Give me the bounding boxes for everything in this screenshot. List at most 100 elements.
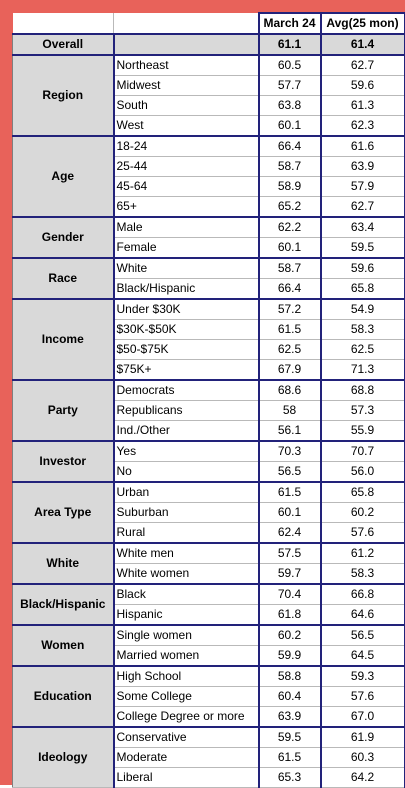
march-value: 60.1	[257, 115, 321, 137]
table-row: Age 18-24 66.4 61.6	[12, 135, 405, 218]
row-label: Single women	[112, 624, 259, 646]
group-label: Age	[12, 135, 114, 218]
march-value: 58.9	[257, 176, 321, 197]
table-row: South 63.8 61.3	[13, 95, 405, 116]
group-label: Gender	[12, 216, 114, 259]
overall-label: Overall	[12, 33, 114, 56]
header-blank-cell	[12, 13, 114, 35]
march-value: 62.2	[257, 216, 321, 238]
row-label: Black	[112, 583, 259, 605]
avg-value: 63.9	[319, 156, 405, 177]
row-label: White women	[112, 563, 259, 585]
group-label: Education	[12, 665, 114, 728]
row-label: Black/Hispanic	[112, 278, 259, 300]
group-label: Race	[12, 257, 114, 300]
table-row: Investor Yes 70.3 70.7	[12, 440, 405, 483]
avg-value: 62.7	[319, 54, 405, 76]
overall-row: Overall 61.1 61.4	[12, 33, 405, 56]
march-value: 57.7	[257, 75, 321, 96]
avg-value: 61.6	[319, 135, 405, 157]
march-value: 60.5	[257, 54, 321, 76]
avg-value: 59.6	[319, 257, 405, 279]
avg-value: 61.9	[319, 726, 405, 748]
row-label: White men	[112, 542, 259, 564]
march-value: 56.5	[257, 461, 321, 483]
march-value: 60.1	[257, 237, 321, 259]
row-label: Democrats	[112, 379, 259, 401]
march-value: 61.5	[257, 319, 321, 340]
table-body: March 24 Avg(25 mon) Overall 61.1 61.4 R…	[12, 12, 405, 788]
row-label: 65+	[112, 196, 259, 218]
row-label: South	[112, 95, 259, 116]
row-label: Yes	[112, 440, 259, 462]
group-label: Party	[12, 379, 114, 442]
table-row: 65+ 65.2 62.7	[13, 196, 405, 218]
march-value: 58.8	[257, 665, 321, 687]
row-label: Moderate	[112, 747, 259, 768]
avg-value: 63.4	[319, 216, 405, 238]
row-label: Northeast	[112, 54, 259, 76]
march-value: 60.1	[257, 502, 321, 523]
avg-value: 60.2	[319, 502, 405, 523]
group-label: Women	[12, 624, 114, 667]
avg-value: 55.9	[319, 420, 405, 442]
row-label: $75K+	[112, 359, 259, 381]
table-row: Republicans 58 57.3	[13, 400, 405, 421]
row-label: Female	[112, 237, 259, 259]
table-row: Gender Male 62.2 63.4	[12, 216, 405, 259]
avg-value: 64.5	[319, 645, 405, 667]
table-row: Liberal 65.3 64.2	[13, 767, 405, 788]
overall-march: 61.1	[257, 33, 321, 56]
avg-value: 57.9	[319, 176, 405, 197]
march-value: 68.6	[257, 379, 321, 401]
march-value: 65.2	[257, 196, 321, 218]
overall-avg: 61.4	[319, 33, 405, 56]
row-label: $30K-$50K	[112, 319, 259, 340]
row-label: White	[112, 257, 259, 279]
group-label: White	[12, 542, 114, 585]
table-row: Area Type Urban 61.5 65.8	[12, 481, 405, 544]
table-row: Black/Hispanic 66.4 65.8	[13, 278, 405, 300]
row-label: Some College	[112, 686, 259, 707]
row-label: 18-24	[112, 135, 259, 157]
table-row: Female 60.1 59.5	[13, 237, 405, 259]
row-label: Urban	[112, 481, 259, 503]
table-row: Black/Hispanic Black 70.4 66.8	[12, 583, 405, 626]
header-row: March 24 Avg(25 mon)	[12, 12, 405, 35]
table-row: Region Northeast 60.5 62.7	[12, 54, 405, 137]
row-label: No	[112, 461, 259, 483]
march-value: 65.3	[257, 767, 321, 788]
avg-value: 57.6	[319, 686, 405, 707]
header-avg-25-mon: Avg(25 mon)	[319, 12, 405, 35]
avg-value: 57.3	[319, 400, 405, 421]
march-value: 59.5	[257, 726, 321, 748]
group-label: Black/Hispanic	[12, 583, 114, 626]
header-blank-cell-2	[113, 13, 259, 35]
avg-value: 56.5	[319, 624, 405, 646]
group-label: Area Type	[12, 481, 114, 544]
table-row: Income Under $30K 57.2 54.9	[12, 298, 405, 381]
table-row: Race White 58.7 59.6	[12, 257, 405, 300]
march-value: 70.3	[257, 440, 321, 462]
data-table: March 24 Avg(25 mon) Overall 61.1 61.4 R…	[12, 12, 405, 788]
table-row: Midwest 57.7 59.6	[13, 75, 405, 96]
avg-value: 59.3	[319, 665, 405, 687]
row-label: College Degree or more	[112, 706, 259, 728]
march-value: 58	[257, 400, 321, 421]
avg-value: 61.2	[319, 542, 405, 564]
table-row: 45-64 58.9 57.9	[13, 176, 405, 197]
group-label: Income	[12, 298, 114, 381]
avg-value: 64.6	[319, 604, 405, 626]
table-row: Some College 60.4 57.6	[13, 686, 405, 707]
table-row: $50-$75K 62.5 62.5	[13, 339, 405, 360]
avg-value: 59.6	[319, 75, 405, 96]
march-value: 57.5	[257, 542, 321, 564]
table-row: Moderate 61.5 60.3	[13, 747, 405, 768]
table-row: Married women 59.9 64.5	[13, 645, 405, 667]
avg-value: 54.9	[319, 298, 405, 320]
march-value: 63.8	[257, 95, 321, 116]
avg-value: 57.6	[319, 522, 405, 544]
march-value: 60.4	[257, 686, 321, 707]
march-value: 59.7	[257, 563, 321, 585]
